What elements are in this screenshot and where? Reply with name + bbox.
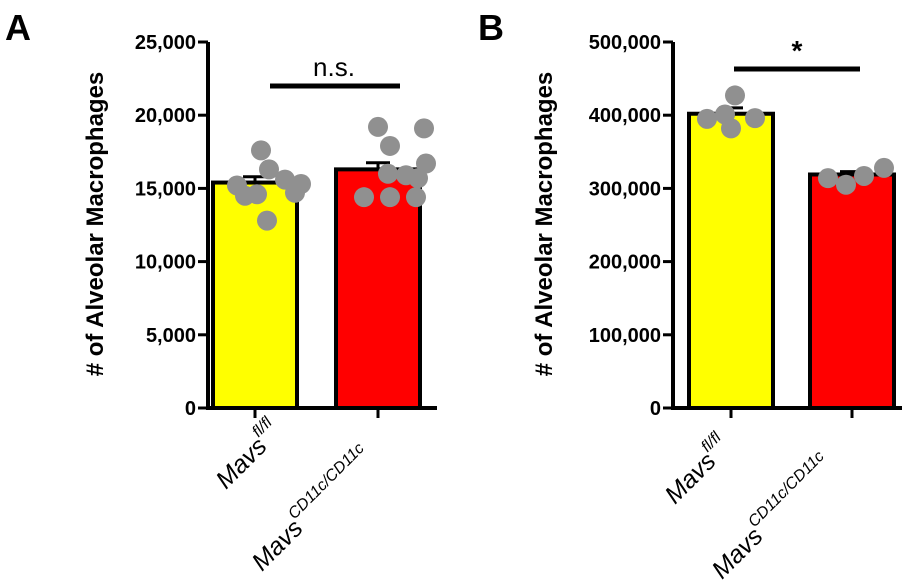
panel-a-data-point <box>251 140 271 161</box>
panel-a-cat-2-sup: CD11c/CD11c <box>285 440 368 523</box>
panel-a-data-point <box>378 163 398 184</box>
panel-a-data-point <box>408 168 428 189</box>
svg-text:Mavsfl/fl: Mavsfl/fl <box>207 414 287 494</box>
panel-b-category-label-2: MavsCD11c/CD11c <box>703 448 839 584</box>
panel-b-y-ticks: 0 100,000 200,000 300,000 400,000 500,000 <box>589 32 673 420</box>
panel-a-data-point <box>416 153 436 174</box>
panel-a-data-point <box>414 118 434 139</box>
panel-b-y-tick-label: 300,000 <box>589 178 661 200</box>
panel-a-data-point <box>380 135 400 156</box>
panel-b-bars <box>687 106 896 411</box>
panel-a-bar-2 <box>334 167 422 410</box>
panel-a-data-point <box>285 182 305 203</box>
panel-b-y-tick-label: 100,000 <box>589 325 661 347</box>
panel-a-y-axis-title: # of Alveolar Macrophages <box>82 72 109 377</box>
panel-a-label: A <box>5 7 31 48</box>
panel-a-significance-label: n.s. <box>313 52 355 82</box>
panel-a-cat-2-main: Mavs <box>246 514 308 576</box>
panel-a-data-point <box>368 116 388 137</box>
panel-a: A # of Alveolar Macrophages 0 5,000 10,000… <box>5 7 437 576</box>
panel-b-points <box>697 85 894 195</box>
panel-b-data-point <box>818 168 838 189</box>
panel-b-y-tick-label: 500,000 <box>589 32 661 54</box>
panel-a-points <box>227 116 436 231</box>
panel-a-y-tick-label: 0 <box>185 398 196 420</box>
panel-b-data-point <box>854 165 874 186</box>
panel-b: B # of Alveolar Macrophages 0 100,000 200,… <box>478 7 902 584</box>
panel-a-y-tick-label: 15,000 <box>135 178 196 200</box>
panel-a-data-point <box>354 187 374 208</box>
panel-a-y-tick-label: 10,000 <box>135 252 196 274</box>
panel-b-bar-1 <box>687 111 775 411</box>
panel-b-category-label-1: Mavsfl/fl <box>656 429 736 509</box>
panel-a-y-tick-label: 5,000 <box>146 325 196 347</box>
panel-a-data-point <box>235 185 255 206</box>
panel-b-data-point <box>874 157 894 178</box>
panel-b-label: B <box>478 7 504 48</box>
panel-a-bar-1 <box>211 180 299 410</box>
panel-a-data-point <box>257 210 277 231</box>
panel-b-bar-2 <box>808 172 896 410</box>
panel-b-cat-2-main: Mavs <box>706 522 768 584</box>
panel-b-y-tick-label: 200,000 <box>589 252 661 274</box>
panel-a-y-tick-label: 25,000 <box>135 32 196 54</box>
panel-b-data-point <box>836 174 856 195</box>
panel-b-data-point <box>697 108 717 129</box>
panel-b-y-tick-label: 400,000 <box>589 105 661 127</box>
panel-a-data-point <box>259 159 279 180</box>
panel-a-cat-1-main: Mavs <box>210 432 272 494</box>
panel-b-data-point <box>721 118 741 139</box>
panel-a-category-label-1: Mavsfl/fl <box>207 414 287 494</box>
panel-a-y-tick-label: 20,000 <box>135 105 196 127</box>
panel-b-significance-label: * <box>792 35 803 66</box>
panel-a-y-ticks: 0 5,000 10,000 15,000 20,000 25,000 <box>135 32 208 420</box>
panel-a-data-point <box>406 187 426 208</box>
svg-text:Mavsfl/fl: Mavsfl/fl <box>656 429 736 509</box>
panel-b-y-tick-label: 0 <box>650 398 661 420</box>
panel-b-cat-2-sup: CD11c/CD11c <box>745 448 828 531</box>
panel-b-cat-1-main: Mavs <box>659 447 721 509</box>
panel-b-y-axis-title: # of Alveolar Macrophages <box>531 72 558 377</box>
panel-a-data-point <box>380 187 400 208</box>
panel-b-data-point <box>745 108 765 129</box>
panel-b-data-point <box>725 85 745 106</box>
svg-text:MavsCD11c/CD11c: MavsCD11c/CD11c <box>703 448 839 584</box>
